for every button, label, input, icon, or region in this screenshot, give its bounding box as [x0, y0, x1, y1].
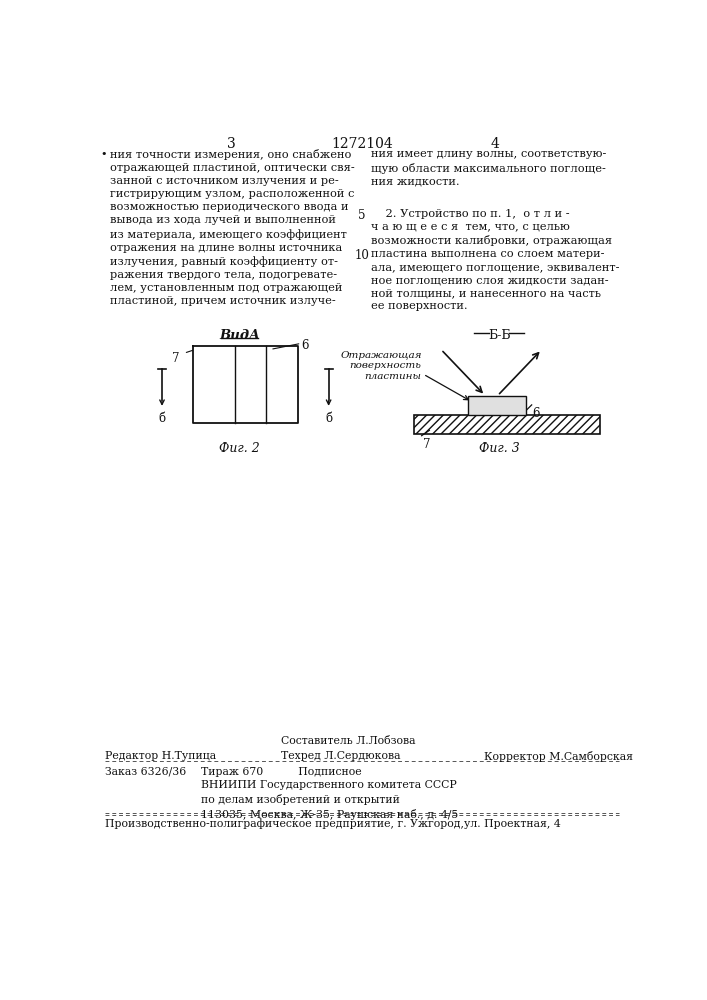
Text: Отражающая
поверхность
пластины: Отражающая поверхность пластины: [340, 351, 421, 381]
Text: 7: 7: [423, 438, 431, 451]
Text: ния точности измерения, оно снабжено
отражающей пластиной, оптически свя-
занной: ния точности измерения, оно снабжено отр…: [110, 149, 355, 306]
Text: б: б: [158, 412, 165, 425]
Text: ВидА: ВидА: [219, 329, 260, 342]
Text: 2. Устройство по п. 1,  о т л и -
ч а ю щ е е с я  тем, что, с целью
возможности: 2. Устройство по п. 1, о т л и - ч а ю щ…: [371, 209, 620, 311]
Text: 6: 6: [532, 407, 540, 420]
Polygon shape: [468, 396, 526, 415]
Text: Фиг. 2: Фиг. 2: [219, 442, 260, 455]
Text: Корректор М.Самборская: Корректор М.Самборская: [484, 751, 633, 762]
Text: Тираж 670          Подписное
ВНИИПИ Государственного комитета СССР
по делам изоб: Тираж 670 Подписное ВНИИПИ Государственн…: [201, 767, 458, 820]
Text: Составитель Л.Лобзова: Составитель Л.Лобзова: [281, 736, 415, 746]
Text: Редактор Н.Тупица: Редактор Н.Тупица: [105, 751, 216, 761]
Text: Б-Б: Б-Б: [488, 329, 510, 342]
Text: 7: 7: [172, 352, 179, 365]
Text: Заказ 6326/36: Заказ 6326/36: [105, 767, 187, 777]
Text: б: б: [325, 412, 332, 425]
Text: 4: 4: [491, 137, 500, 151]
Text: 3: 3: [228, 137, 236, 151]
Text: Фиг. 3: Фиг. 3: [479, 442, 520, 455]
Text: Техред Л.Сердюкова: Техред Л.Сердюкова: [281, 751, 400, 761]
Text: ния имеет длину волны, соответствую-
щую области максимального поглоще-
ния жидк: ния имеет длину волны, соответствую- щую…: [371, 149, 607, 187]
Text: 10: 10: [354, 249, 369, 262]
Text: 6: 6: [301, 339, 309, 352]
Text: •: •: [101, 149, 107, 159]
Text: 1272104: 1272104: [331, 137, 393, 151]
Text: 5: 5: [358, 209, 366, 222]
Text: Производственно-полиграфическое предприятие, г. Ужгород,ул. Проектная, 4: Производственно-полиграфическое предприя…: [105, 818, 561, 829]
Polygon shape: [414, 415, 600, 434]
